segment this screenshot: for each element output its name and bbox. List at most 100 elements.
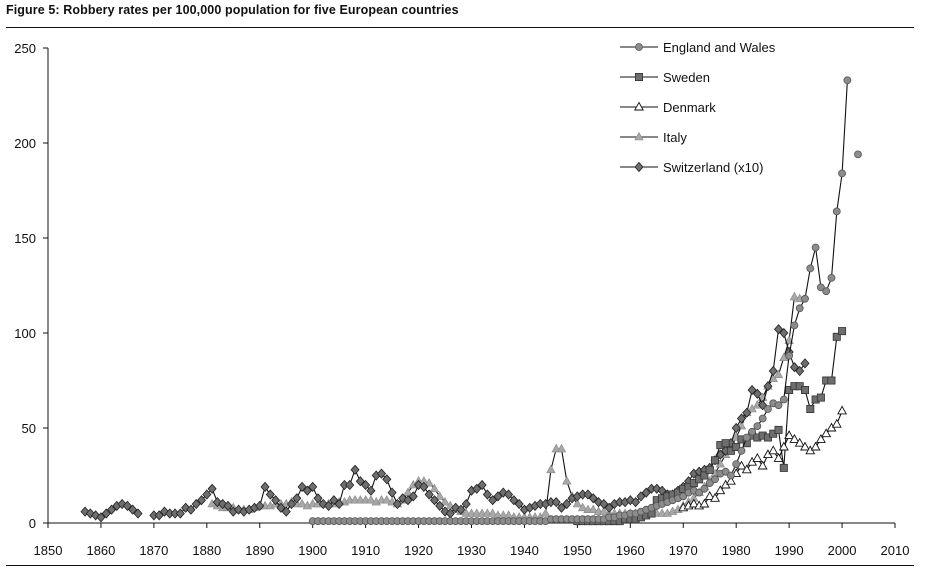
data-point-england-and-wales	[764, 405, 772, 413]
data-point-italy	[440, 496, 450, 506]
data-point-england-and-wales	[785, 351, 794, 360]
data-point-england-and-wales	[711, 475, 719, 484]
data-point-italy	[599, 506, 609, 515]
data-point-england-and-wales	[822, 287, 831, 296]
data-point-england-and-wales	[721, 467, 730, 476]
data-point-england-and-wales	[790, 321, 799, 330]
legend-marker-sweden	[635, 73, 644, 82]
data-point-italy	[773, 369, 784, 379]
data-point-switzerland-x10	[488, 495, 498, 506]
data-point-switzerland-x10	[202, 489, 212, 500]
chart-title: Figure 5: Robbery rates per 100,000 popu…	[6, 3, 459, 17]
data-point-denmark	[800, 441, 810, 451]
data-point-switzerland-x10	[583, 489, 593, 500]
data-point-switzerland-x10	[747, 384, 757, 396]
data-point-switzerland-x10	[472, 483, 482, 494]
legend-label-italy: Italy	[663, 130, 687, 145]
y-tick-label: 200	[14, 136, 36, 151]
data-point-switzerland-x10	[376, 468, 387, 479]
x-tick-label: 1880	[192, 543, 221, 558]
data-point-switzerland-x10	[292, 493, 302, 504]
legend-label-england-and-wales: England and Wales	[663, 40, 776, 55]
legend-marker-italy	[634, 131, 644, 141]
data-point-switzerland-x10	[800, 358, 810, 369]
data-point-switzerland-x10	[641, 487, 651, 498]
data-point-switzerland-x10	[271, 495, 281, 506]
data-point-switzerland-x10	[297, 481, 307, 493]
data-point-england-and-wales	[779, 395, 788, 404]
data-point-england-and-wales	[843, 76, 852, 85]
data-point-switzerland-x10	[186, 504, 196, 515]
data-point-switzerland-x10	[355, 476, 365, 487]
data-point-switzerland-x10	[736, 413, 747, 424]
data-point-denmark	[821, 428, 832, 438]
data-point-england-and-wales	[816, 283, 825, 292]
data-point-switzerland-x10	[461, 498, 471, 510]
data-point-italy	[487, 508, 498, 517]
legend-label-switzerland-x10: Switzerland (x10)	[663, 160, 763, 175]
bottom-rule	[6, 565, 914, 566]
x-tick-label: 1940	[510, 543, 539, 558]
series-layer	[80, 76, 862, 526]
series-switzerland-x10	[80, 324, 810, 523]
x-tick-label: 1960	[616, 543, 645, 558]
data-point-switzerland-x10	[795, 365, 805, 377]
data-point-switzerland-x10	[361, 479, 371, 491]
data-point-denmark	[778, 441, 789, 451]
data-point-switzerland-x10	[392, 498, 402, 510]
data-point-switzerland-x10	[223, 500, 233, 512]
data-point-switzerland-x10	[128, 504, 138, 515]
data-point-denmark	[699, 498, 710, 508]
data-point-switzerland-x10	[286, 498, 297, 510]
data-point-switzerland-x10	[382, 474, 392, 485]
data-point-denmark	[768, 445, 779, 455]
data-point-denmark	[810, 441, 821, 451]
data-point-switzerland-x10	[477, 479, 487, 491]
data-point-sweden	[779, 463, 788, 472]
data-point-sweden	[732, 442, 741, 451]
data-point-england-and-wales	[705, 479, 714, 488]
y-tick-label: 50	[22, 421, 36, 436]
data-point-england-and-wales	[742, 433, 751, 442]
legend-label-sweden: Sweden	[663, 70, 710, 85]
data-point-england-and-wales	[806, 264, 815, 273]
data-point-england-and-wales	[832, 207, 841, 216]
data-point-england-and-wales	[700, 484, 709, 493]
data-point-switzerland-x10	[196, 495, 207, 506]
data-point-switzerland-x10	[435, 500, 445, 512]
data-point-switzerland-x10	[456, 504, 466, 515]
data-point-italy	[366, 495, 376, 504]
data-point-switzerland-x10	[631, 496, 641, 508]
data-point-switzerland-x10	[599, 498, 609, 510]
data-point-switzerland-x10	[752, 388, 762, 399]
data-point-italy	[424, 477, 434, 487]
data-point-switzerland-x10	[403, 495, 413, 506]
data-point-switzerland-x10	[106, 504, 117, 515]
data-point-switzerland-x10	[562, 498, 572, 510]
data-point-sweden	[806, 404, 815, 413]
data-point-sweden	[801, 385, 810, 394]
data-point-england-and-wales	[795, 304, 804, 313]
data-point-switzerland-x10	[636, 491, 646, 502]
data-point-denmark	[773, 452, 784, 462]
data-point-switzerland-x10	[345, 479, 355, 491]
data-point-switzerland-x10	[779, 327, 789, 339]
data-point-denmark	[831, 418, 842, 428]
legend: England and Wales Sweden Denmark Italy Switz…	[620, 40, 776, 175]
series-line-denmark	[683, 410, 843, 509]
data-point-england-and-wales	[827, 273, 836, 282]
data-point-switzerland-x10	[514, 498, 524, 510]
y-tick-label: 0	[29, 516, 36, 531]
data-point-switzerland-x10	[175, 508, 185, 519]
data-point-switzerland-x10	[276, 502, 286, 513]
data-point-switzerland-x10	[329, 495, 339, 506]
data-point-switzerland-x10	[429, 495, 439, 506]
x-tick-label: 1970	[669, 543, 698, 558]
legend-marker-england-and-wales	[635, 43, 643, 51]
data-point-denmark	[784, 430, 795, 440]
data-point-sweden	[832, 332, 841, 341]
data-point-switzerland-x10	[408, 491, 418, 502]
data-point-denmark	[752, 452, 763, 462]
data-point-italy	[556, 443, 567, 453]
